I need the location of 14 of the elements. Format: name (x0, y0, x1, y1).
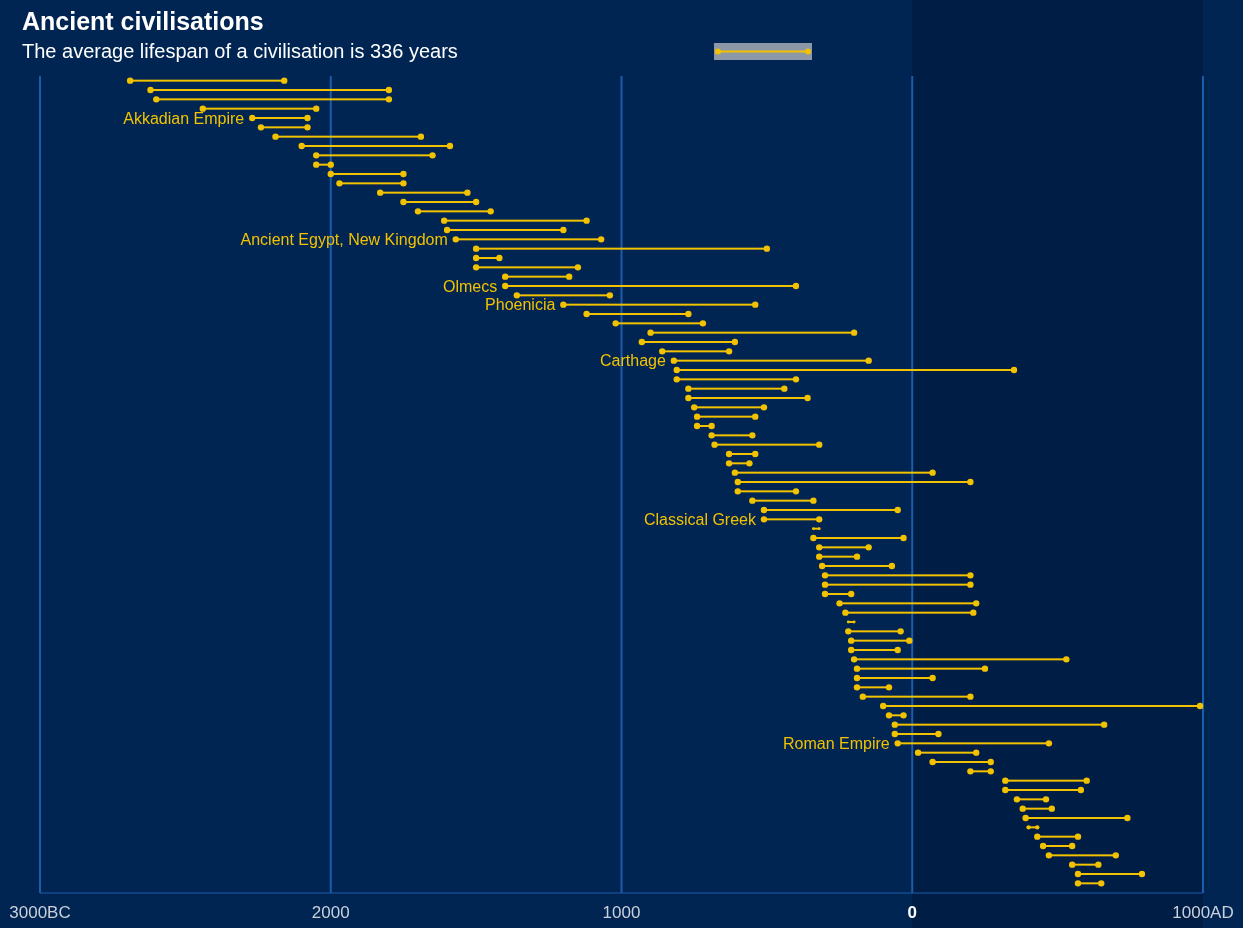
y-tick-label: Roman Empire (783, 734, 890, 752)
y-tick-label: Ancient Egypt, New Kingdom (240, 230, 448, 248)
x-tick-label: 2000 (311, 903, 350, 922)
y-tick-label: Phoenicia (485, 296, 556, 314)
y-tick-label: Classical Greek (643, 510, 757, 528)
y-tick-label: Carthage (600, 352, 666, 370)
x-tick-label: 1000AD (1172, 903, 1234, 922)
y-tick-label: Akkadian Empire (123, 109, 245, 127)
x-tick-label: 3000BC (9, 903, 71, 922)
chart-title: Ancient civilisations (22, 7, 264, 35)
chart-subtitle: The average lifespan of a civilisation is 336 years (22, 40, 458, 62)
x-tick-label: 1000 (602, 903, 641, 922)
y-tick-label: Olmecs (442, 277, 498, 295)
x-tick-label: 0 (907, 903, 917, 922)
